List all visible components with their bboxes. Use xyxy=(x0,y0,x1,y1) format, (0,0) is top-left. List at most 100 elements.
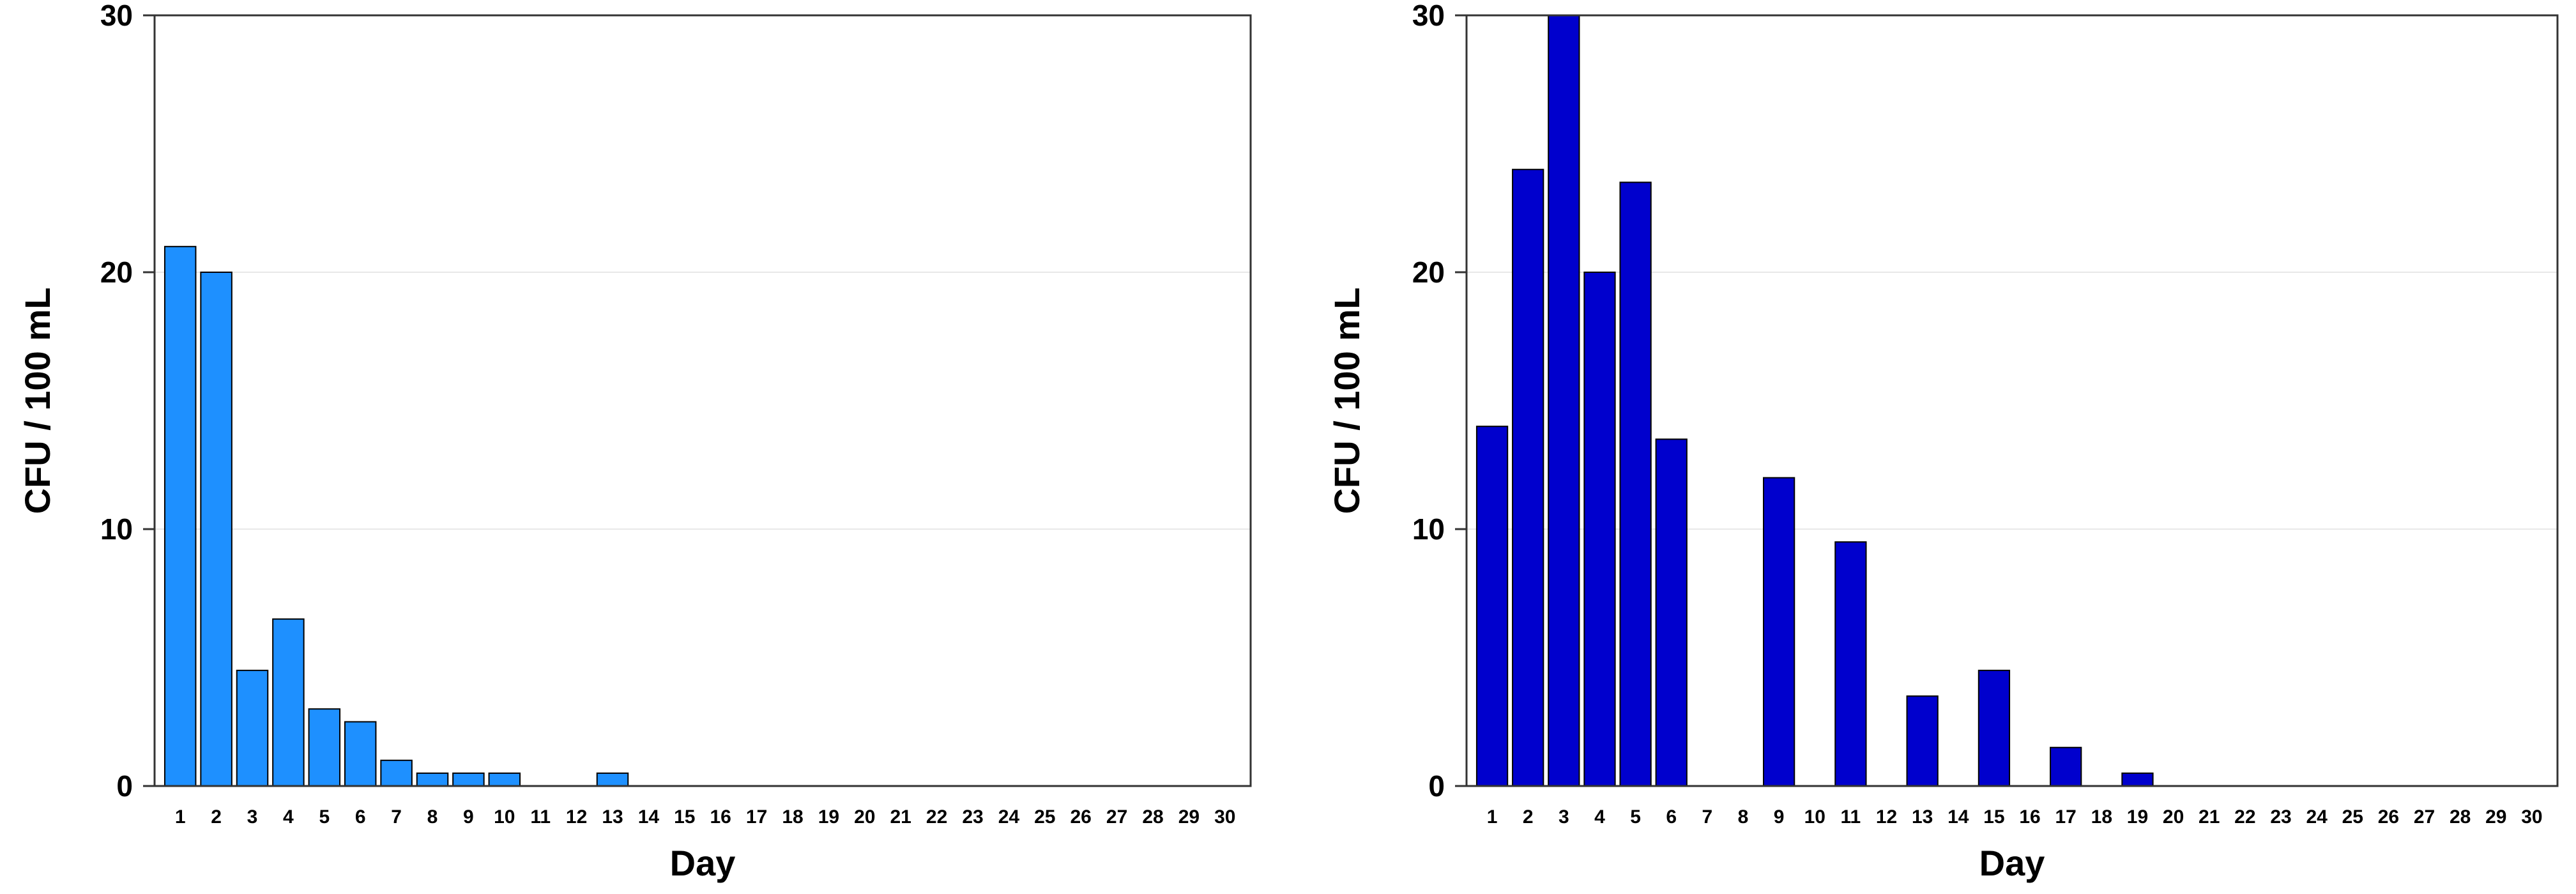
y-axis-label: CFU / 100 mL xyxy=(17,288,57,514)
bar-day-9 xyxy=(1762,477,1795,787)
x-tick-label: 29 xyxy=(1178,806,1200,828)
x-tick-label: 2 xyxy=(1523,806,1534,828)
y-tick-label: 20 xyxy=(1412,256,1445,289)
plot-frame xyxy=(153,14,1252,787)
x-tick-label: 5 xyxy=(1630,806,1641,828)
x-tick-label: 29 xyxy=(2485,806,2506,828)
x-tick-label: 24 xyxy=(998,806,1020,828)
x-tick-label: 8 xyxy=(427,806,438,828)
x-tick-label: 21 xyxy=(890,806,911,828)
x-tick-label: 9 xyxy=(463,806,474,828)
x-tick-label: 26 xyxy=(2378,806,2399,828)
x-tick-label: 12 xyxy=(1876,806,1897,828)
x-tick-label: 1 xyxy=(1487,806,1498,828)
bar-day-7 xyxy=(380,759,413,787)
bar-day-4 xyxy=(1583,272,1616,787)
bar-day-1 xyxy=(164,245,197,787)
x-tick-label: 28 xyxy=(2450,806,2471,828)
x-tick-label: 5 xyxy=(319,806,330,828)
x-tick-label: 20 xyxy=(2163,806,2184,828)
y-tick-label: 30 xyxy=(100,0,133,32)
x-tick-label: 23 xyxy=(2270,806,2291,828)
x-tick-label: 25 xyxy=(1034,806,1055,828)
x-tick-label: 12 xyxy=(566,806,587,828)
bar-day-5 xyxy=(1619,181,1652,787)
x-tick-label: 17 xyxy=(2055,806,2077,828)
bar-day-17 xyxy=(2050,746,2082,787)
x-tick-label: 25 xyxy=(2342,806,2363,828)
x-tick-label: 7 xyxy=(1702,806,1713,828)
x-tick-label: 23 xyxy=(962,806,983,828)
x-tick-label: 3 xyxy=(247,806,258,828)
x-tick-label: 17 xyxy=(746,806,767,828)
bar-day-4 xyxy=(272,618,305,787)
bar-day-5 xyxy=(308,708,341,787)
x-tick-label: 6 xyxy=(1666,806,1677,828)
x-tick-label: 27 xyxy=(2414,806,2435,828)
bar-day-9 xyxy=(452,772,485,787)
bar-day-8 xyxy=(416,772,449,787)
bar-day-13 xyxy=(596,772,629,787)
y-tick-label: 20 xyxy=(100,256,133,289)
y-tick-label: 0 xyxy=(1428,769,1445,803)
x-tick-label: 10 xyxy=(494,806,515,828)
bar-day-11 xyxy=(1834,541,1867,787)
x-tick-label: 8 xyxy=(1738,806,1749,828)
x-tick-label: 24 xyxy=(2306,806,2328,828)
x-tick-label: 4 xyxy=(1594,806,1605,828)
x-tick-label: 10 xyxy=(1804,806,1825,828)
x-tick-label: 6 xyxy=(355,806,366,828)
plot-frame xyxy=(1465,14,2559,787)
x-tick-label: 28 xyxy=(1142,806,1163,828)
x-axis-label: Day xyxy=(670,843,736,883)
x-tick-label: 15 xyxy=(1983,806,2004,828)
bar-day-6 xyxy=(1655,438,1688,787)
bar-day-3 xyxy=(236,670,269,787)
x-tick-label: 13 xyxy=(602,806,623,828)
y-tick-label: 10 xyxy=(1412,513,1445,546)
bar-day-2 xyxy=(1512,169,1544,787)
x-tick-label: 21 xyxy=(2199,806,2220,828)
y-tick-label: 10 xyxy=(100,513,133,546)
bar-day-6 xyxy=(344,721,377,787)
x-tick-label: 15 xyxy=(674,806,695,828)
x-tick-label: 26 xyxy=(1071,806,1092,828)
x-tick-label: 22 xyxy=(2234,806,2255,828)
x-tick-label: 18 xyxy=(782,806,803,828)
x-tick-label: 30 xyxy=(1214,806,1235,828)
x-tick-label: 16 xyxy=(2019,806,2040,828)
x-tick-label: 11 xyxy=(530,806,551,828)
y-tick-label: 30 xyxy=(1412,0,1445,32)
x-tick-label: 3 xyxy=(1559,806,1569,828)
bar-day-13 xyxy=(1906,695,1939,787)
x-tick-label: 7 xyxy=(391,806,402,828)
bar-day-15 xyxy=(1978,670,2011,787)
x-tick-label: 13 xyxy=(1912,806,1933,828)
bar-day-3 xyxy=(1548,15,1580,787)
bar-day-1 xyxy=(1475,426,1509,787)
y-axis-label: CFU / 100 mL xyxy=(1327,288,1367,514)
bar-day-2 xyxy=(200,272,232,787)
x-tick-label: 4 xyxy=(283,806,294,828)
bar-day-10 xyxy=(488,772,521,787)
x-tick-label: 18 xyxy=(2091,806,2112,828)
x-tick-label: 19 xyxy=(2127,806,2148,828)
bar-day-19 xyxy=(2121,772,2154,787)
y-tick-label: 0 xyxy=(116,769,133,803)
x-tick-label: 2 xyxy=(211,806,222,828)
x-tick-label: 27 xyxy=(1106,806,1127,828)
x-tick-label: 11 xyxy=(1841,806,1861,828)
x-tick-label: 14 xyxy=(638,806,660,828)
x-tick-label: 30 xyxy=(2521,806,2542,828)
x-tick-label: 1 xyxy=(175,806,186,828)
x-tick-label: 20 xyxy=(854,806,875,828)
x-tick-label: 14 xyxy=(1947,806,1969,828)
x-axis-label: Day xyxy=(1979,843,2045,883)
x-tick-label: 19 xyxy=(818,806,839,828)
x-tick-label: 22 xyxy=(926,806,947,828)
x-tick-label: 16 xyxy=(710,806,731,828)
x-tick-label: 9 xyxy=(1774,806,1785,828)
